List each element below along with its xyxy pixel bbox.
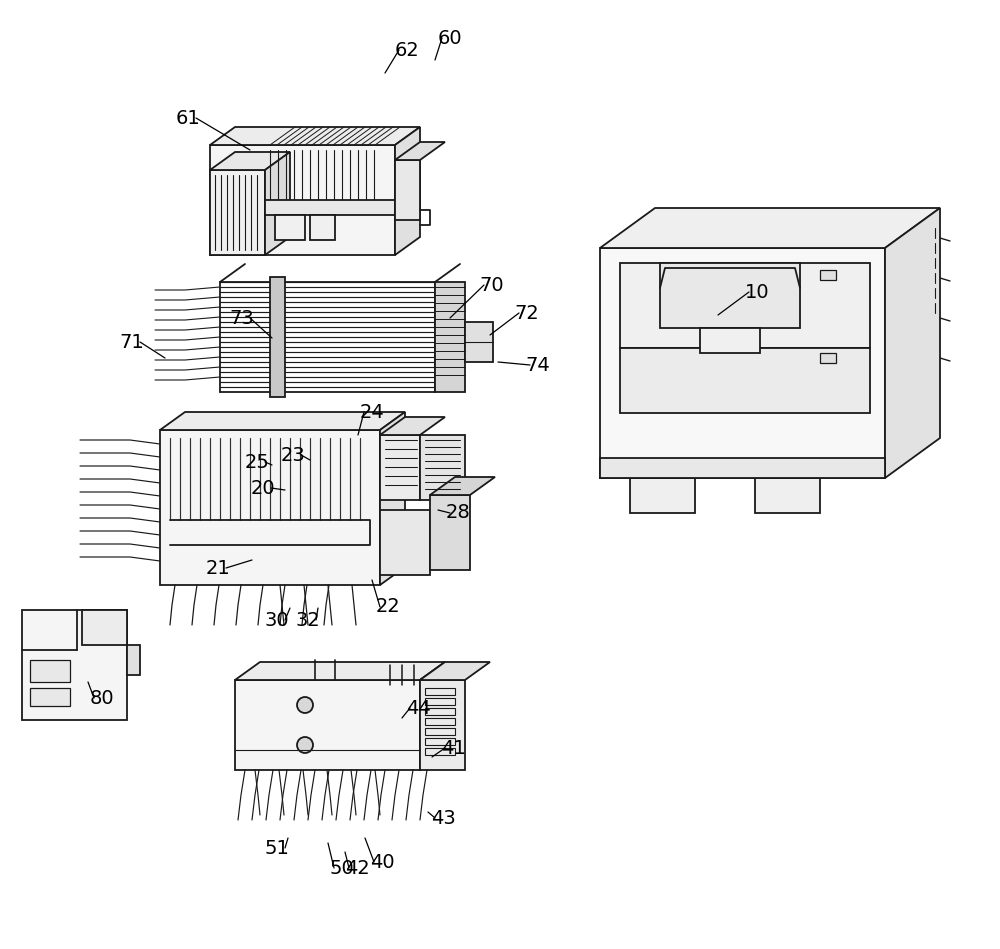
Polygon shape bbox=[265, 152, 290, 255]
Polygon shape bbox=[160, 412, 405, 430]
Polygon shape bbox=[620, 348, 870, 413]
Polygon shape bbox=[420, 680, 465, 770]
Polygon shape bbox=[755, 478, 820, 513]
Polygon shape bbox=[380, 435, 420, 500]
Text: 24: 24 bbox=[360, 402, 384, 421]
Polygon shape bbox=[127, 645, 140, 675]
Polygon shape bbox=[275, 215, 305, 240]
Text: 25: 25 bbox=[245, 453, 269, 472]
Polygon shape bbox=[380, 417, 445, 435]
Text: 72: 72 bbox=[515, 304, 539, 323]
Bar bbox=[30, 660, 70, 682]
Polygon shape bbox=[210, 170, 265, 255]
Text: 51: 51 bbox=[265, 839, 289, 858]
Polygon shape bbox=[700, 328, 760, 353]
Bar bbox=[30, 688, 70, 706]
Polygon shape bbox=[420, 435, 465, 500]
Polygon shape bbox=[270, 277, 285, 397]
Text: 74: 74 bbox=[526, 356, 550, 375]
Text: 28: 28 bbox=[446, 504, 470, 523]
Text: 70: 70 bbox=[480, 275, 504, 294]
Polygon shape bbox=[380, 510, 430, 575]
Text: 43: 43 bbox=[431, 809, 455, 828]
Polygon shape bbox=[430, 495, 470, 570]
Polygon shape bbox=[265, 200, 395, 215]
Bar bbox=[425, 748, 455, 755]
Polygon shape bbox=[210, 145, 395, 255]
Text: 62: 62 bbox=[395, 41, 419, 60]
Circle shape bbox=[297, 737, 313, 753]
Text: 60: 60 bbox=[438, 28, 462, 47]
Text: 73: 73 bbox=[230, 308, 254, 327]
Polygon shape bbox=[395, 160, 420, 220]
Bar bbox=[820, 353, 836, 363]
Bar bbox=[425, 728, 455, 735]
Polygon shape bbox=[630, 478, 695, 513]
Text: 44: 44 bbox=[406, 698, 430, 717]
Text: 20: 20 bbox=[251, 478, 275, 497]
Polygon shape bbox=[600, 458, 885, 478]
Text: 30: 30 bbox=[265, 610, 289, 629]
Polygon shape bbox=[465, 322, 493, 362]
Polygon shape bbox=[210, 127, 420, 145]
Polygon shape bbox=[660, 263, 800, 328]
Circle shape bbox=[297, 697, 313, 713]
Polygon shape bbox=[235, 680, 420, 770]
Text: 61: 61 bbox=[176, 108, 200, 127]
Polygon shape bbox=[600, 208, 940, 248]
Polygon shape bbox=[395, 127, 420, 255]
Polygon shape bbox=[620, 263, 870, 348]
Polygon shape bbox=[420, 662, 445, 770]
Polygon shape bbox=[430, 477, 495, 495]
Polygon shape bbox=[210, 152, 290, 170]
Text: 23: 23 bbox=[281, 445, 305, 464]
Polygon shape bbox=[600, 248, 885, 478]
Text: 80: 80 bbox=[90, 689, 114, 708]
Text: 32: 32 bbox=[296, 610, 320, 629]
Text: 22: 22 bbox=[376, 598, 400, 617]
Polygon shape bbox=[435, 282, 465, 392]
Polygon shape bbox=[310, 215, 335, 240]
Bar bbox=[425, 738, 455, 745]
Bar bbox=[425, 718, 455, 725]
Bar bbox=[425, 698, 455, 705]
Text: 21: 21 bbox=[206, 559, 230, 578]
Text: 41: 41 bbox=[441, 738, 465, 757]
Polygon shape bbox=[82, 610, 127, 645]
Polygon shape bbox=[160, 430, 380, 585]
Polygon shape bbox=[22, 610, 127, 720]
Text: 40: 40 bbox=[370, 852, 394, 871]
Bar bbox=[820, 270, 836, 280]
Bar bbox=[425, 708, 455, 715]
Text: 10: 10 bbox=[745, 283, 769, 302]
Polygon shape bbox=[885, 208, 940, 478]
Polygon shape bbox=[395, 142, 445, 160]
Bar bbox=[425, 688, 455, 695]
Text: 71: 71 bbox=[120, 332, 144, 351]
Text: 50: 50 bbox=[330, 859, 354, 878]
Polygon shape bbox=[380, 412, 405, 585]
Text: 42: 42 bbox=[345, 859, 369, 878]
Polygon shape bbox=[420, 662, 490, 680]
Polygon shape bbox=[235, 662, 445, 680]
